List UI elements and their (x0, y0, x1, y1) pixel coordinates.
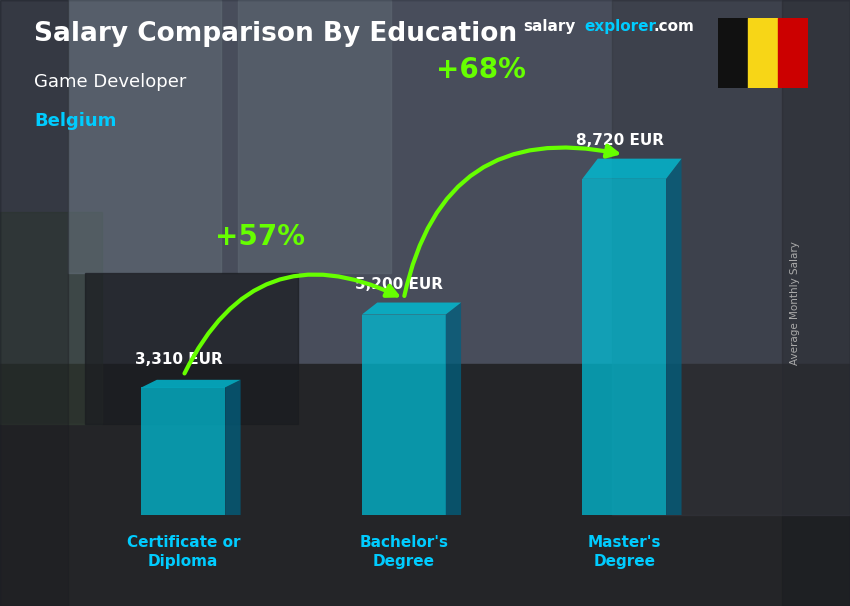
Bar (0, 364, 850, 606)
Polygon shape (141, 387, 225, 515)
Bar (718, 18, 748, 88)
Bar (748, 18, 778, 88)
Polygon shape (582, 179, 666, 515)
Polygon shape (362, 315, 445, 515)
Text: +57%: +57% (215, 223, 305, 251)
Text: 3,310 EUR: 3,310 EUR (135, 353, 223, 367)
Text: Average Monthly Salary: Average Monthly Salary (790, 241, 800, 365)
Bar (68, 0, 221, 273)
Bar (782, 0, 850, 606)
Bar (778, 18, 807, 88)
Text: salary: salary (523, 19, 575, 35)
Polygon shape (141, 380, 241, 387)
Text: Salary Comparison By Education: Salary Comparison By Education (34, 21, 517, 47)
Polygon shape (362, 302, 461, 315)
Bar (0, 0, 68, 606)
Bar (0, 212, 102, 424)
Bar (612, 0, 850, 515)
Polygon shape (445, 302, 461, 515)
Bar (238, 0, 391, 273)
Text: .com: .com (654, 19, 694, 35)
Bar (0, 0, 850, 364)
Polygon shape (225, 380, 241, 515)
Text: explorer: explorer (584, 19, 656, 35)
Text: Game Developer: Game Developer (34, 73, 186, 91)
Polygon shape (666, 159, 682, 515)
Text: 8,720 EUR: 8,720 EUR (575, 133, 664, 148)
Text: Belgium: Belgium (34, 112, 116, 130)
Text: +68%: +68% (436, 56, 526, 84)
Polygon shape (582, 159, 682, 179)
Text: 5,200 EUR: 5,200 EUR (355, 277, 444, 291)
Bar (85, 273, 298, 424)
